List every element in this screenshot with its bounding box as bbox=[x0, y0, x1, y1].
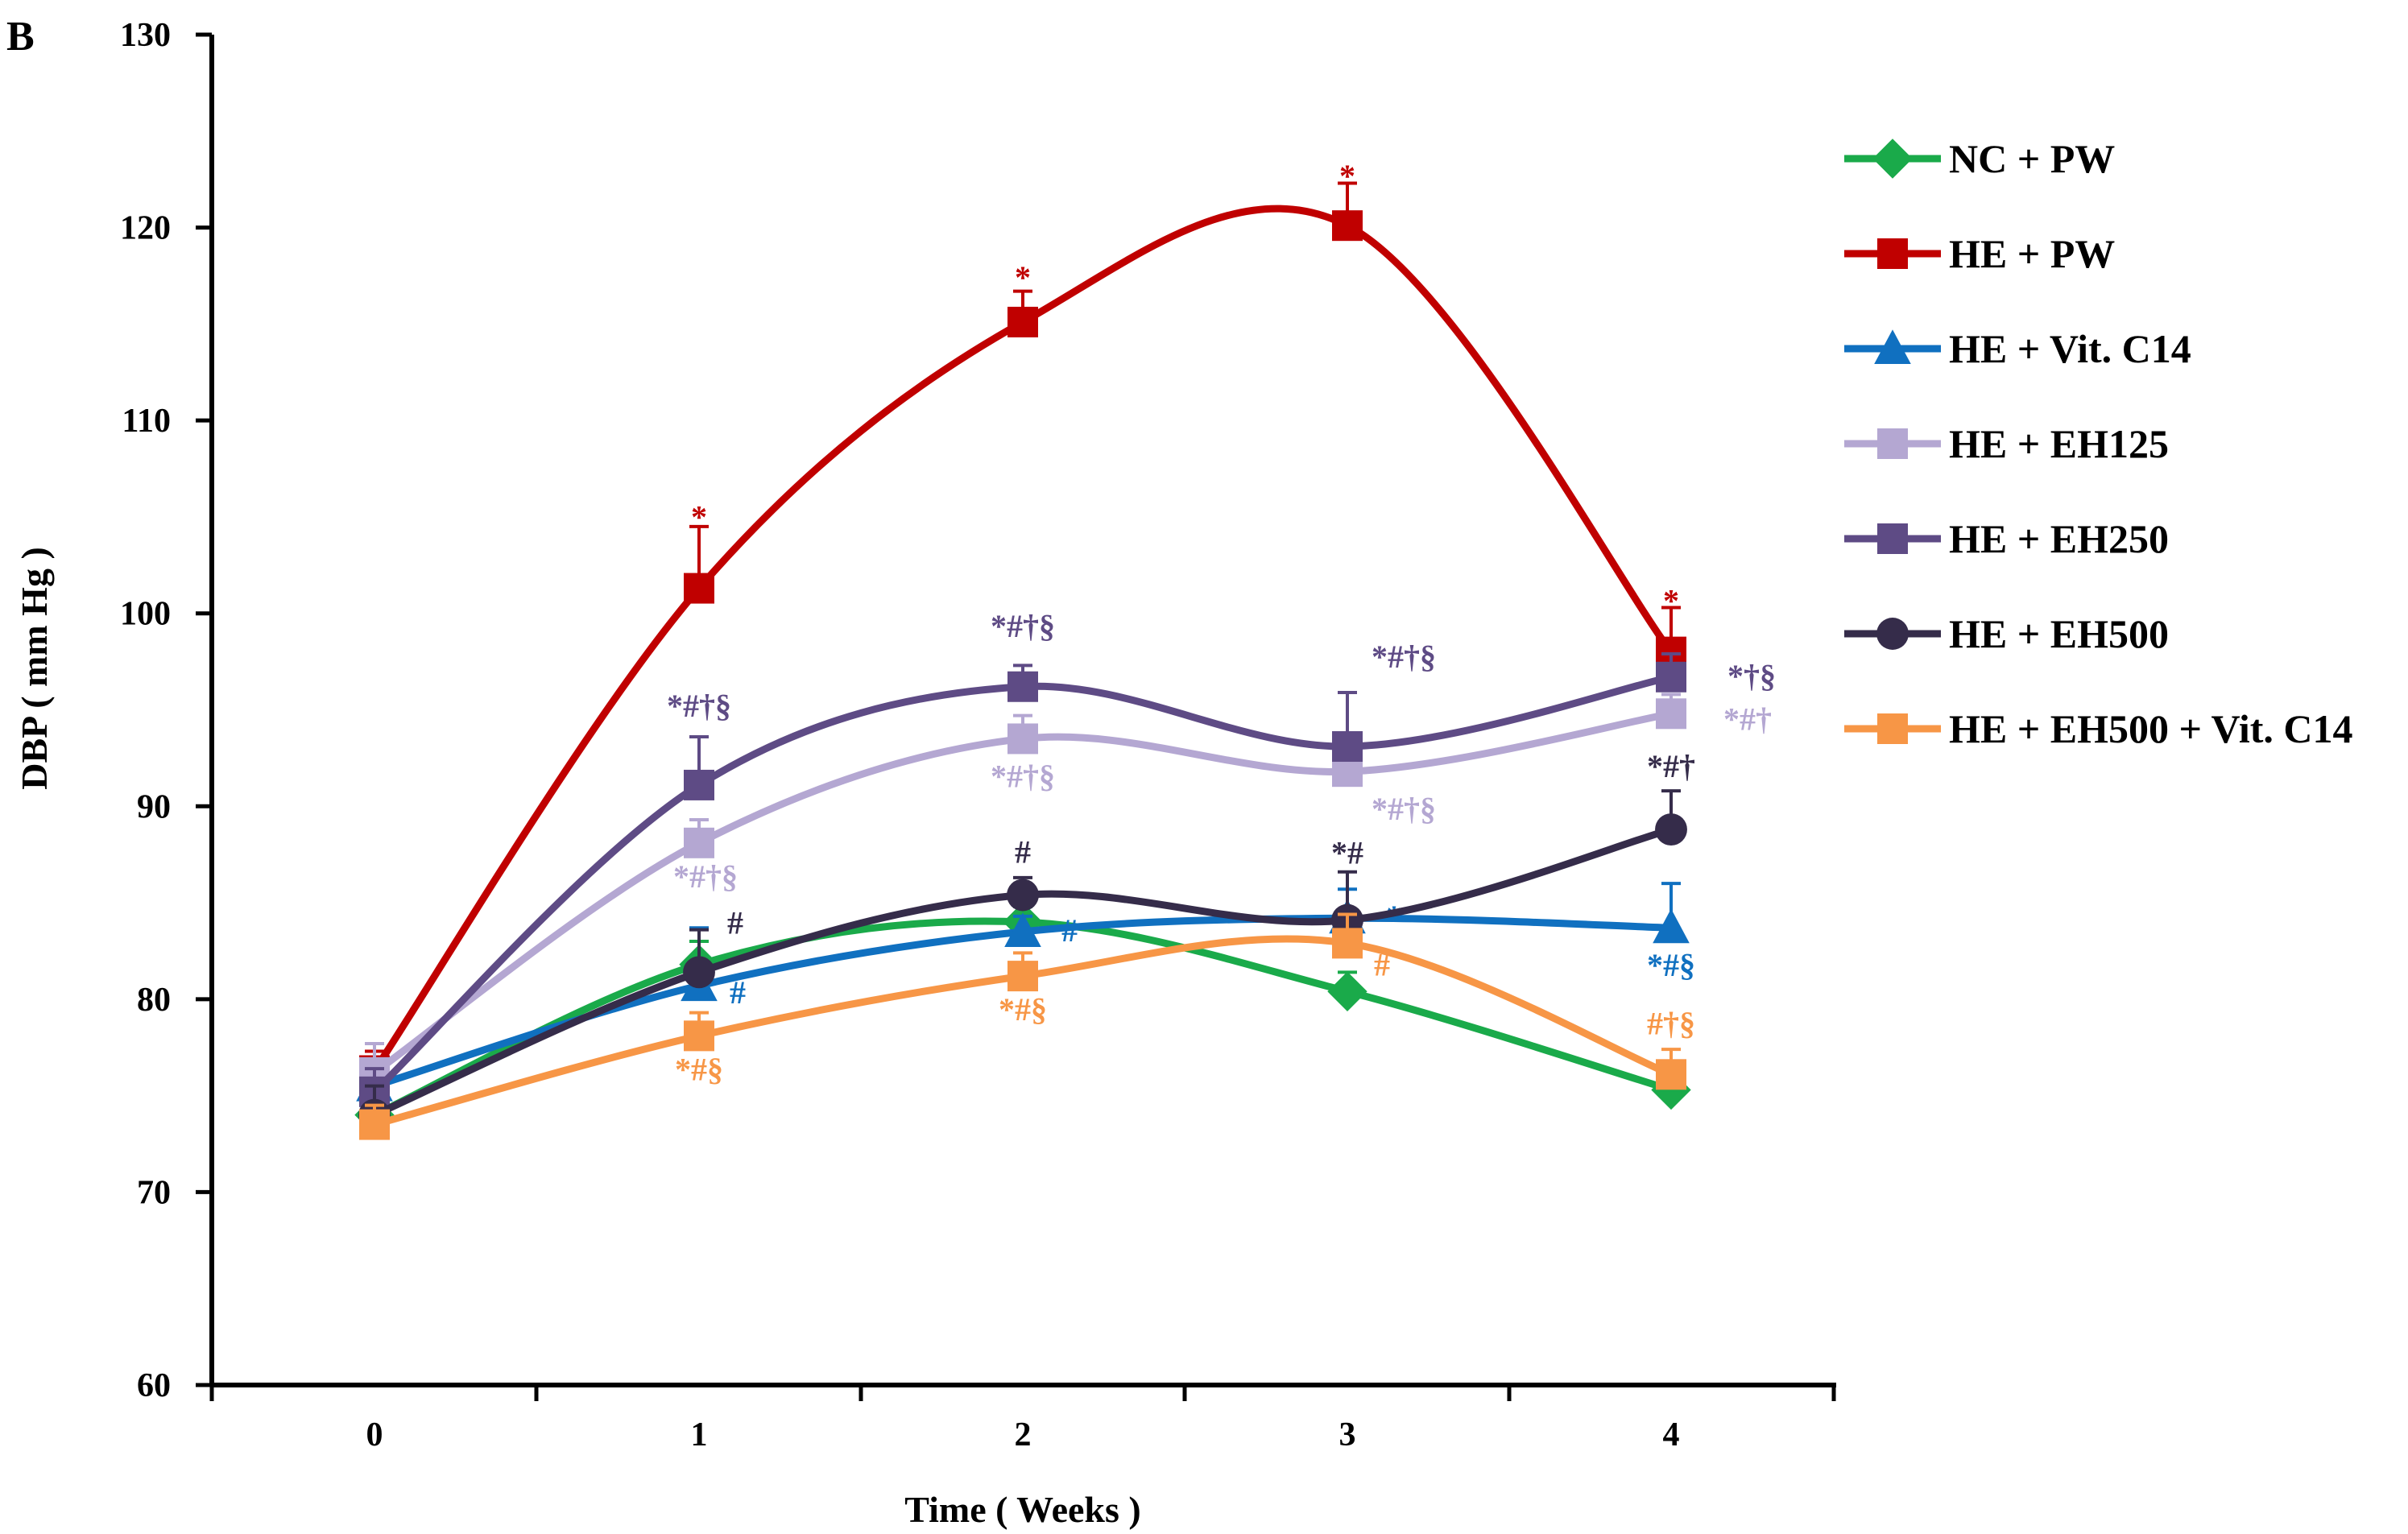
significance-label: *#†§ bbox=[991, 758, 1055, 794]
data-point bbox=[683, 956, 715, 989]
data-point bbox=[1332, 210, 1363, 242]
x-tick-label: 0 bbox=[366, 1416, 383, 1453]
series-he-eh250: *#†§*#†§*#†§*†§ bbox=[359, 608, 1776, 1107]
significance-label: *#†§ bbox=[1372, 791, 1436, 827]
significance-label: #†§ bbox=[1647, 1005, 1695, 1041]
x-axis-title: Time ( Weeks ) bbox=[904, 1489, 1140, 1530]
data-point bbox=[1655, 813, 1687, 846]
significance-label: * bbox=[691, 499, 707, 535]
significance-label: * bbox=[1015, 259, 1031, 296]
significance-label: * bbox=[1386, 899, 1402, 935]
data-point bbox=[1651, 1069, 1691, 1110]
legend-item: HE + Vit. C14 bbox=[1844, 326, 2191, 371]
significance-label: * bbox=[1663, 583, 1679, 619]
legend-item: HE + EH125 bbox=[1844, 421, 2169, 466]
significance-label: # bbox=[1061, 912, 1078, 949]
data-point bbox=[1656, 661, 1686, 693]
legend-marker bbox=[1877, 713, 1908, 744]
significance-label: # bbox=[1015, 833, 1031, 870]
legend-label: HE + EH250 bbox=[1949, 516, 2169, 561]
significance-label: # bbox=[727, 904, 743, 941]
legend-marker bbox=[1872, 139, 1913, 179]
data-point bbox=[1007, 961, 1038, 992]
x-tick-label: 2 bbox=[1015, 1416, 1032, 1453]
data-point bbox=[684, 1020, 714, 1052]
x-tick-label: 4 bbox=[1663, 1416, 1680, 1453]
legend-label: HE + EH125 bbox=[1949, 421, 2169, 466]
y-tick-label: 80 bbox=[137, 982, 171, 1019]
legend-item: HE + EH250 bbox=[1844, 516, 2169, 561]
y-tick-label: 100 bbox=[120, 596, 171, 633]
data-point bbox=[1656, 698, 1686, 730]
data-point bbox=[1656, 1059, 1686, 1090]
significance-label: *#†§ bbox=[1372, 639, 1436, 675]
data-point bbox=[1332, 928, 1363, 959]
x-ticks: 0 1 2 3 4 bbox=[209, 1385, 1836, 1453]
data-point bbox=[1007, 306, 1038, 337]
legend-label: HE + Vit. C14 bbox=[1949, 326, 2191, 371]
data-point bbox=[1653, 908, 1690, 944]
x-tick-label: 3 bbox=[1339, 1416, 1356, 1453]
data-point bbox=[684, 827, 714, 858]
legend-marker bbox=[1877, 238, 1908, 269]
y-axis-title: DBP ( mm Hg ) bbox=[14, 547, 55, 790]
y-tick-label: 110 bbox=[122, 403, 171, 440]
legend-label: HE + EH500 bbox=[1949, 611, 2169, 656]
significance-label: # bbox=[1374, 946, 1390, 982]
series-he-eh125: *#†§*#†§*#†§*#† bbox=[359, 693, 1772, 1088]
legend-marker bbox=[1874, 329, 1911, 364]
significance-label: *#† bbox=[1723, 701, 1772, 737]
significance-label: *#†§ bbox=[667, 688, 731, 724]
y-tick-label: 60 bbox=[137, 1367, 171, 1404]
legend-marker bbox=[1877, 523, 1908, 554]
data-point bbox=[684, 769, 714, 800]
legend-label: HE + PW bbox=[1949, 231, 2115, 276]
data-point bbox=[684, 573, 714, 604]
significance-label: *#† bbox=[1647, 748, 1695, 784]
legend-marker bbox=[1876, 618, 1909, 650]
panel-label: B bbox=[6, 14, 35, 60]
data-point bbox=[1007, 723, 1038, 755]
y-tick-label: 120 bbox=[120, 210, 171, 247]
significance-label: *#†§ bbox=[673, 858, 738, 895]
y-tick-label: 90 bbox=[137, 788, 171, 825]
legend-label: HE + EH500 + Vit. C14 bbox=[1949, 706, 2352, 751]
legend-item: HE + EH500 + Vit. C14 bbox=[1844, 706, 2352, 751]
data-point bbox=[359, 1109, 390, 1140]
significance-label: *#§ bbox=[1647, 947, 1695, 983]
significance-label: *#§ bbox=[675, 1051, 723, 1087]
data-point bbox=[1007, 671, 1038, 702]
legend: NC + PW HE + PW HE + Vit. C14 HE + EH125 HE … bbox=[1844, 136, 2352, 751]
significance-label: * bbox=[1339, 158, 1355, 194]
significance-label: # bbox=[730, 974, 746, 1011]
axes: 60 70 80 90 100 110 120 130 0 1 2 3 4 bbox=[120, 17, 1836, 1453]
legend-label: NC + PW bbox=[1949, 136, 2115, 181]
y-ticks: 60 70 80 90 100 110 120 130 bbox=[120, 17, 212, 1404]
legend-item: HE + EH500 bbox=[1844, 611, 2169, 656]
legend-item: HE + PW bbox=[1844, 231, 2115, 276]
legend-marker bbox=[1877, 428, 1908, 459]
y-tick-label: 130 bbox=[120, 17, 171, 54]
data-point bbox=[1007, 879, 1039, 912]
x-tick-label: 1 bbox=[691, 1416, 708, 1453]
significance-label: *†§ bbox=[1727, 658, 1776, 694]
data-point bbox=[1332, 731, 1363, 763]
legend-item: NC + PW bbox=[1844, 136, 2115, 181]
y-tick-label: 70 bbox=[137, 1174, 171, 1211]
significance-label: *# bbox=[1331, 835, 1363, 871]
significance-label: *#§ bbox=[999, 991, 1047, 1027]
series-layer: ****## **#§*#†§*#†§*#†§*#†*#†§*#†§*#†§*†§… bbox=[354, 158, 1776, 1140]
series-he-eh500-vit-c14: *#§ *#§ # #†§ bbox=[359, 912, 1695, 1140]
data-point bbox=[1004, 912, 1041, 948]
data-point bbox=[1327, 971, 1367, 1011]
significance-label: *#†§ bbox=[991, 608, 1055, 644]
